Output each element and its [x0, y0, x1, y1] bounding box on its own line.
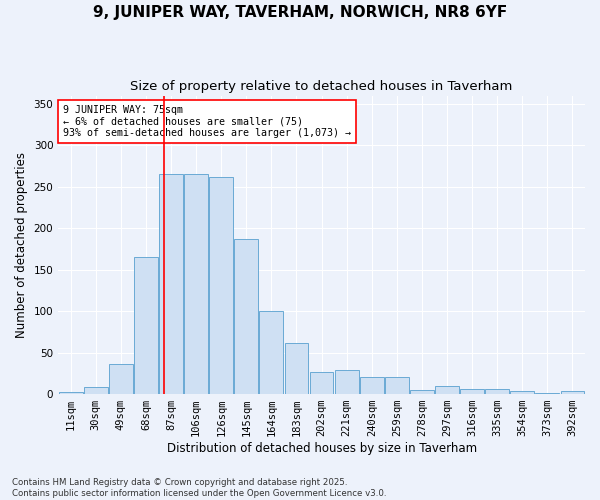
Bar: [159, 174, 183, 394]
Bar: [335, 370, 359, 394]
Bar: [184, 174, 208, 394]
Bar: [435, 386, 459, 394]
Bar: [485, 389, 509, 394]
Bar: [134, 258, 158, 394]
X-axis label: Distribution of detached houses by size in Taverham: Distribution of detached houses by size …: [167, 442, 476, 455]
Bar: [59, 392, 83, 394]
Title: Size of property relative to detached houses in Taverham: Size of property relative to detached ho…: [130, 80, 513, 93]
Bar: [385, 378, 409, 394]
Text: 9 JUNIPER WAY: 75sqm
← 6% of detached houses are smaller (75)
93% of semi-detach: 9 JUNIPER WAY: 75sqm ← 6% of detached ho…: [64, 104, 352, 138]
Bar: [284, 342, 308, 394]
Text: Contains HM Land Registry data © Crown copyright and database right 2025.
Contai: Contains HM Land Registry data © Crown c…: [12, 478, 386, 498]
Bar: [235, 239, 258, 394]
Text: 9, JUNIPER WAY, TAVERHAM, NORWICH, NR8 6YF: 9, JUNIPER WAY, TAVERHAM, NORWICH, NR8 6…: [93, 5, 507, 20]
Bar: [310, 372, 334, 394]
Bar: [360, 378, 383, 394]
Bar: [209, 177, 233, 394]
Y-axis label: Number of detached properties: Number of detached properties: [15, 152, 28, 338]
Bar: [84, 386, 108, 394]
Bar: [109, 364, 133, 394]
Bar: [511, 391, 534, 394]
Bar: [410, 390, 434, 394]
Bar: [460, 389, 484, 394]
Bar: [259, 311, 283, 394]
Bar: [560, 391, 584, 394]
